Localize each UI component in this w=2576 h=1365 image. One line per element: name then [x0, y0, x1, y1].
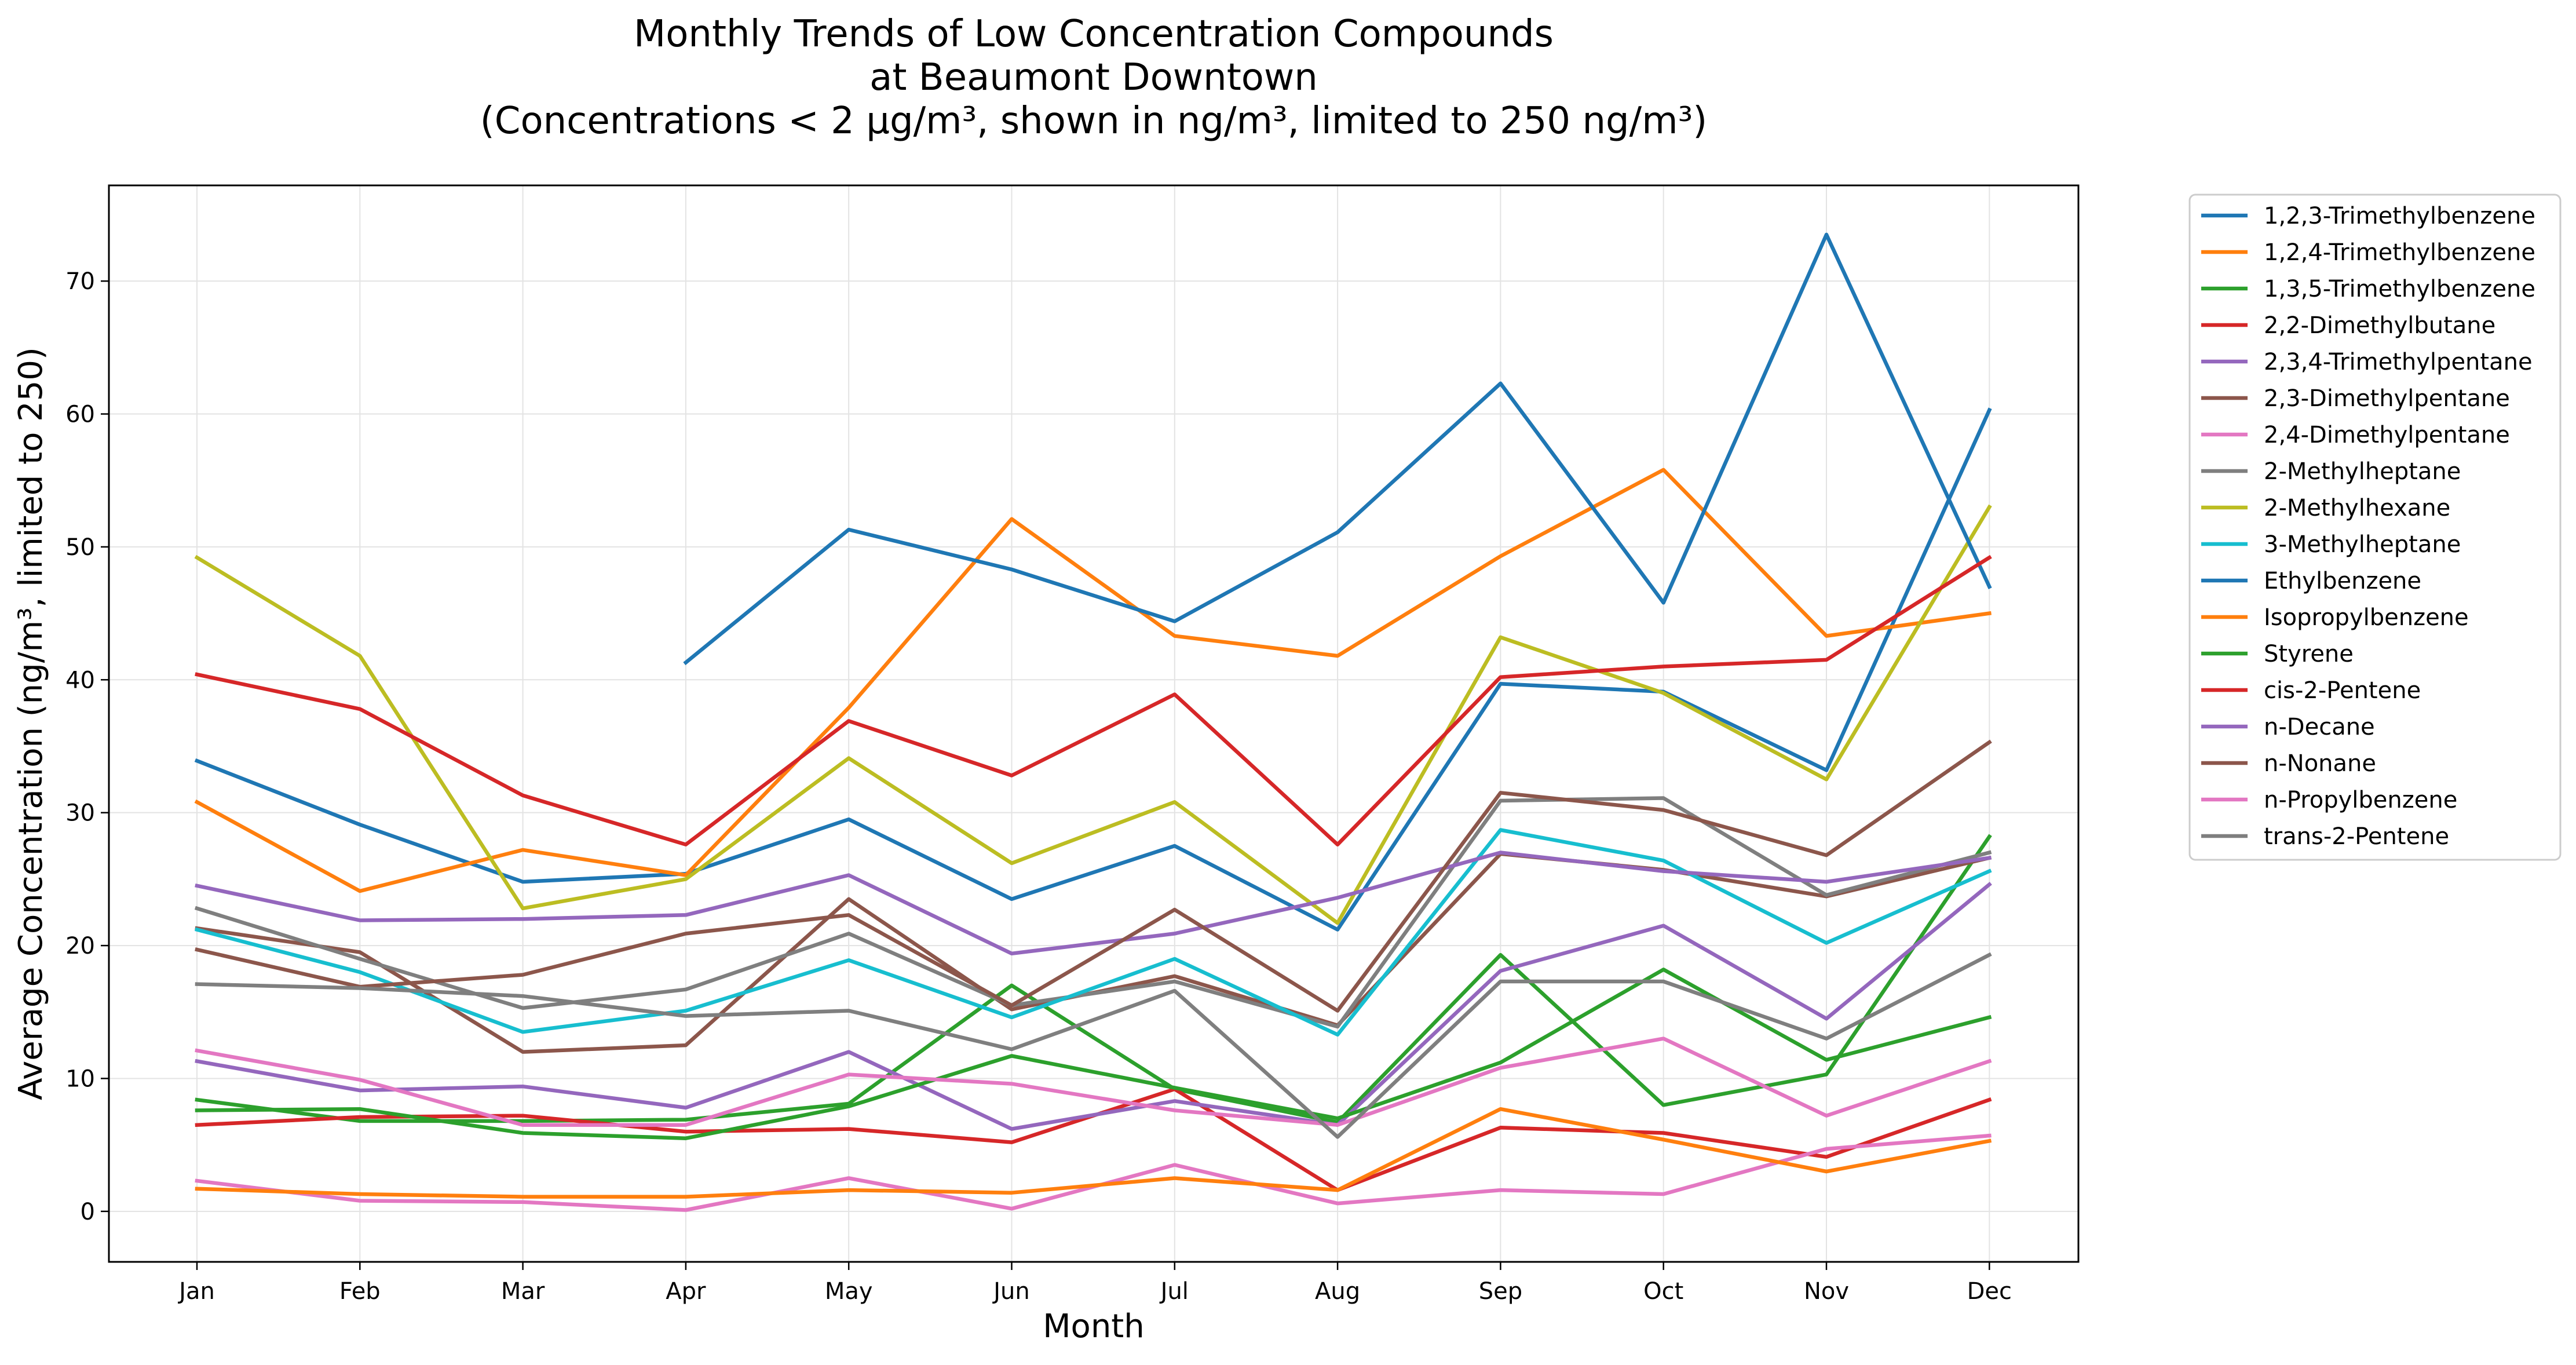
x-tick-label: Dec: [1967, 1278, 2012, 1305]
y-tick-label: 60: [65, 402, 95, 428]
x-tick-label: Feb: [339, 1278, 381, 1305]
x-axis-ticks: Jan Feb Mar Apr May Jun Jul Aug Sep Oct Nov Dec: [177, 1262, 2012, 1305]
legend-label: 1,2,4-Trimethylbenzene: [2264, 239, 2535, 266]
legend-label: 2,3-Dimethylpentane: [2264, 385, 2510, 412]
series-line: [195, 554, 1992, 846]
series-line: [194, 504, 1992, 925]
x-tick-label: Apr: [666, 1278, 706, 1305]
y-tick-label: 40: [65, 667, 95, 694]
legend-label: 2-Methylhexane: [2264, 495, 2450, 521]
legend-label: trans-2-Pentene: [2264, 823, 2449, 850]
legend-label: 2,3,4-Trimethylpentane: [2264, 349, 2533, 375]
legend-label: 1,2,3-Trimethylbenzene: [2264, 203, 2535, 229]
series-line: [194, 468, 1992, 893]
series-line: [195, 1036, 1992, 1127]
legend-label: Isopropylbenzene: [2264, 604, 2469, 631]
series-line: [195, 968, 1992, 1140]
series-line: [195, 834, 1992, 1125]
y-axis-label: Average Concentration (ng/m³, limited to…: [12, 347, 50, 1100]
chart-title-line-1: Monthly Trends of Low Concentration Comp…: [634, 13, 1554, 56]
x-tick-label: Jul: [1159, 1278, 1189, 1305]
legend-label: n-Nonane: [2264, 750, 2376, 777]
series-line: [195, 739, 1992, 1013]
series-line: [194, 407, 1992, 932]
series-line: [195, 851, 1992, 956]
x-tick-label: Jan: [177, 1278, 215, 1305]
legend-label: cis-2-Pentene: [2264, 677, 2421, 704]
chart-title-line-2: at Beaumont Downtown: [869, 56, 1318, 99]
grid: [109, 185, 2078, 1262]
series-line: [195, 1107, 1992, 1199]
x-tick-label: Oct: [1643, 1278, 1683, 1305]
series-line: [195, 952, 1992, 1139]
legend-label: n-Decane: [2264, 714, 2375, 740]
chart-title-line-3: (Concentrations < 2 µg/m³, shown in ng/m…: [480, 100, 1707, 143]
legend-label: n-Propylbenzene: [2264, 787, 2457, 813]
legend-label: 2,2-Dimethylbutane: [2264, 312, 2495, 339]
legend-box: [2188, 194, 2562, 861]
series-line: [195, 882, 1992, 1131]
legend-label: 2,4-Dimethylpentane: [2264, 422, 2510, 448]
y-tick-label: 10: [65, 1065, 95, 1092]
y-tick-label: 70: [65, 268, 95, 295]
x-tick-label: Mar: [501, 1278, 545, 1305]
plot-frame: [108, 184, 2080, 1263]
legend-label: 2-Methylheptane: [2264, 458, 2461, 485]
series-line: [194, 796, 1992, 1029]
x-tick-label: Aug: [1315, 1278, 1360, 1305]
legend-label: Styrene: [2264, 641, 2354, 667]
y-tick-label: 50: [65, 534, 95, 561]
y-tick-label: 30: [65, 800, 95, 827]
series-line: [683, 232, 1992, 666]
y-tick-label: 0: [81, 1199, 95, 1225]
legend-label: 3-Methylheptane: [2264, 531, 2461, 558]
x-tick-label: Nov: [1804, 1278, 1849, 1305]
legend: 1,2,3-Trimethylbenzene 1,2,4-Trimethylben…: [2188, 194, 2562, 861]
legend-label: 1,3,5-Trimethylbenzene: [2264, 276, 2535, 302]
x-tick-label: May: [825, 1278, 873, 1305]
legend-label: Ethylbenzene: [2264, 568, 2421, 594]
y-tick-label: 20: [65, 933, 95, 959]
y-axis-ticks: 0 10 20 30 40 50 60 70: [65, 268, 109, 1225]
x-tick-label: Jun: [992, 1278, 1030, 1305]
x-tick-label: Sep: [1479, 1278, 1522, 1305]
x-axis-label: Month: [1043, 1308, 1145, 1345]
series-lines: [194, 232, 1992, 1212]
